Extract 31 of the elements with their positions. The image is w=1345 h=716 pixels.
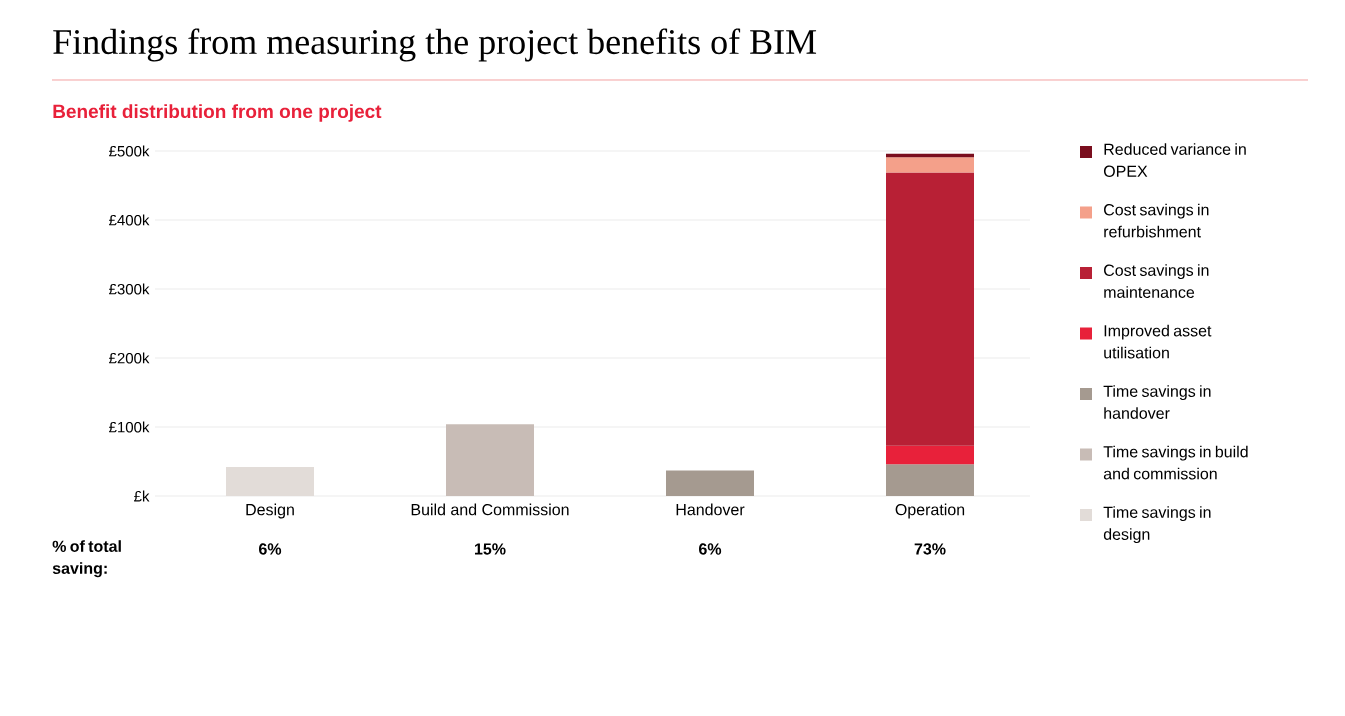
text: 6% (259, 543, 282, 555)
y-tick-label: £400k (109, 214, 150, 226)
x-tick-label: Build and Commission (411, 503, 569, 516)
chart-subtitle: Benefit distribution from one project (53, 104, 382, 122)
bar (886, 172, 975, 446)
bar (666, 470, 755, 496)
legend-label: Time savings in handover (1103, 385, 1211, 419)
y-tick-label: £200k (109, 352, 150, 364)
bar (886, 445, 975, 465)
y-tick-label: £300k (109, 283, 150, 295)
legend-label: Cost savings in refurbishment (1104, 203, 1209, 238)
legend-label: Improved asset utilisation (1104, 324, 1212, 359)
text: 15% (475, 543, 506, 555)
bar (226, 467, 314, 496)
y-tick-label: £100k (109, 421, 150, 433)
bar (886, 464, 975, 496)
legend-label: Reduced variance in OPEX (1103, 143, 1246, 177)
x-tick-label: Operation (895, 503, 965, 519)
bar (446, 424, 535, 496)
text: 6% (699, 543, 722, 555)
x-tick-label: Handover (676, 503, 745, 516)
legend-label: Cost savings in maintenance (1104, 264, 1209, 298)
y-tick-label: £500k (109, 145, 150, 157)
chart-title: Findings from measuring the project benefits of BIM (53, 28, 817, 62)
y-tick-label: £k (134, 490, 150, 502)
bar (886, 157, 975, 173)
legend-label: Time savings in build and commission (1103, 445, 1248, 480)
text: 73% (914, 543, 946, 555)
x-tick-label: Design (246, 503, 294, 519)
text: % of total saving: (52, 540, 121, 578)
legend-label: Time savings in design (1103, 506, 1211, 544)
